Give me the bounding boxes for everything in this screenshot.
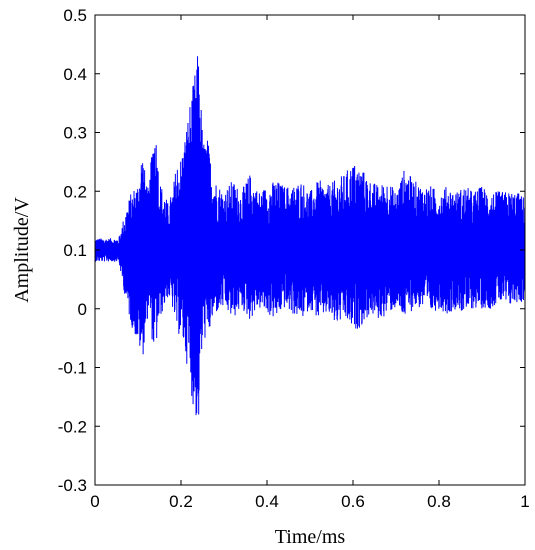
y-tick-label: -0.2 xyxy=(58,417,87,436)
y-tick-label: 0.2 xyxy=(63,182,87,201)
y-tick-label: 0 xyxy=(78,300,87,319)
x-tick-label: 1 xyxy=(520,492,529,511)
y-tick-label: 0.3 xyxy=(63,124,87,143)
axis-ticks xyxy=(94,14,526,486)
y-tick-label: -0.1 xyxy=(58,359,87,378)
y-tick-label: 0.5 xyxy=(63,6,87,25)
plot-area-data xyxy=(94,56,526,416)
series-line-0 xyxy=(94,56,526,416)
y-axis-label: Amplitude/V xyxy=(11,197,33,303)
x-tick-label: 0.8 xyxy=(427,492,451,511)
y-tick-label: 0.1 xyxy=(63,241,87,260)
x-axis-label: Time/ms xyxy=(275,526,346,548)
x-tick-label: 0.2 xyxy=(169,492,193,511)
y-tick-label: 0.4 xyxy=(63,65,87,84)
x-tick-label: 0 xyxy=(90,492,99,511)
x-tick-label: 0.6 xyxy=(341,492,365,511)
axis-tick-labels: 0 0.2 0.4 0.6 0.8 1 -0.3 -0.2 -0.1 0 0.1 0.2 0.3 0.4 0… xyxy=(58,6,530,511)
x-tick-label: 0.4 xyxy=(255,492,279,511)
y-tick-label: -0.3 xyxy=(58,476,87,495)
